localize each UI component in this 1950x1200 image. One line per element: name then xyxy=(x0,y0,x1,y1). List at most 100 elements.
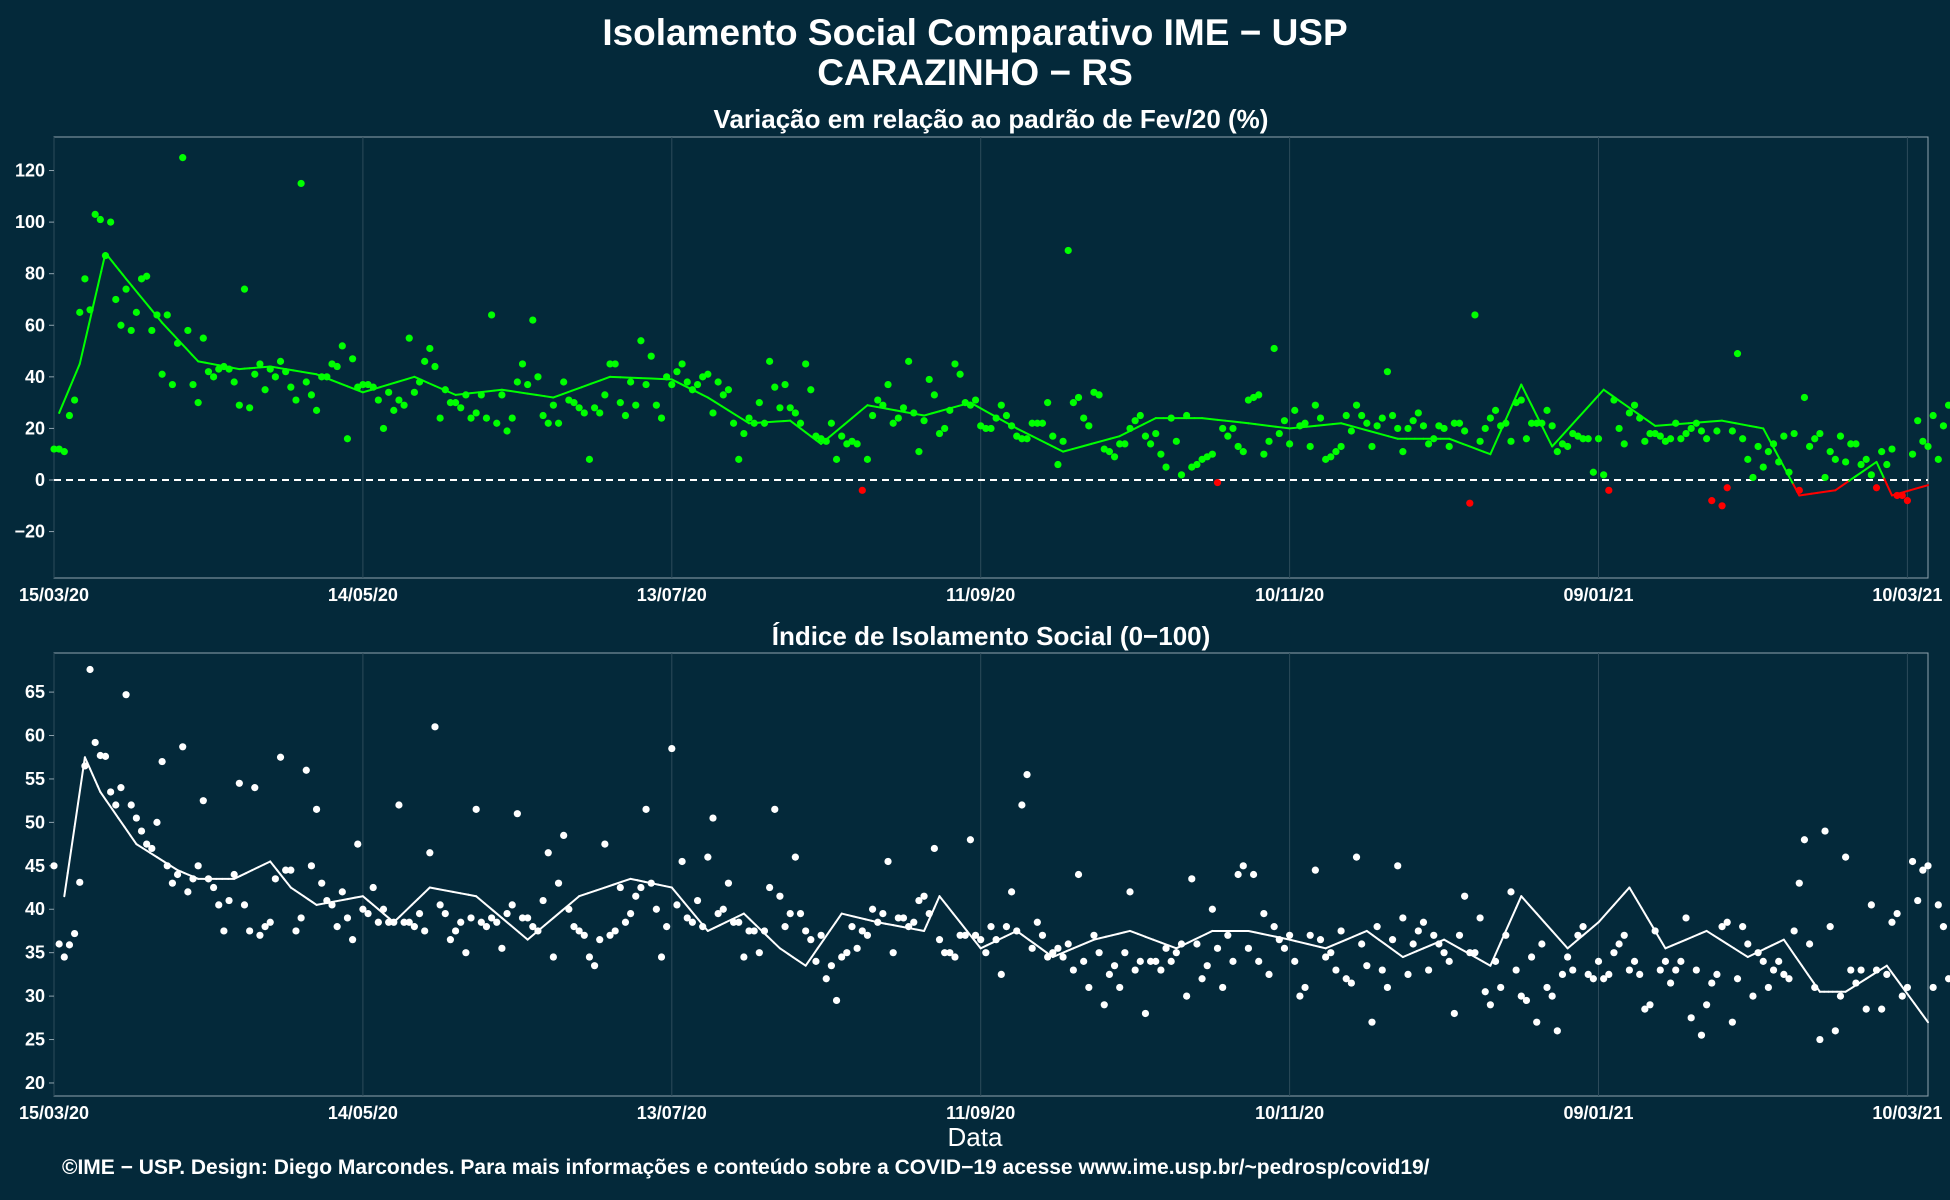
data-point xyxy=(899,914,908,922)
data-point xyxy=(292,396,300,404)
data-point xyxy=(971,931,980,939)
data-point xyxy=(410,923,418,931)
trend-line-segment xyxy=(1628,886,1637,899)
x-tick-label: 09/01/21 xyxy=(1563,1103,1633,1123)
trend-line-segment xyxy=(142,847,152,854)
trend-line-segment xyxy=(810,947,819,959)
trend-line-segment xyxy=(804,956,813,967)
data-point xyxy=(1260,909,1268,918)
data-point xyxy=(894,414,902,422)
trend-line-segment xyxy=(1585,398,1597,410)
trend-line-segment xyxy=(387,916,395,924)
data-point xyxy=(385,388,393,396)
data-point xyxy=(1162,944,1170,952)
data-point xyxy=(663,923,671,931)
trend-line-segment xyxy=(1872,969,1881,976)
trend-line-segment xyxy=(706,927,715,932)
trend-line-segment xyxy=(866,404,878,408)
trend-line-segment xyxy=(239,872,248,877)
data-point xyxy=(1481,988,1489,996)
data-point xyxy=(76,308,84,316)
data-point xyxy=(1939,422,1948,430)
data-point xyxy=(70,396,79,404)
trend-line-segment xyxy=(1489,953,1497,967)
trend-line-segment xyxy=(1691,932,1701,938)
data-point xyxy=(1620,440,1628,448)
trend-line-segment xyxy=(938,895,948,906)
data-point xyxy=(1141,432,1150,440)
trend-line-segment xyxy=(1080,442,1093,448)
trend-line-segment xyxy=(713,400,723,408)
trend-line-segment xyxy=(422,886,431,895)
trend-line-segment xyxy=(1645,418,1657,427)
data-point xyxy=(1239,862,1247,870)
trend-line-segment xyxy=(1582,929,1590,937)
data-point xyxy=(1780,970,1788,978)
data-point xyxy=(977,936,985,944)
trend-line-segment xyxy=(1782,938,1791,950)
trend-line-segment xyxy=(485,389,496,393)
data-point xyxy=(1059,953,1067,961)
trend-line-segment xyxy=(1181,941,1190,947)
trend-line-segment xyxy=(535,924,546,934)
data-point xyxy=(1358,411,1366,420)
data-point xyxy=(302,378,310,386)
data-point xyxy=(1275,429,1283,438)
data-point xyxy=(163,311,171,319)
data-point xyxy=(271,875,279,883)
trend-line-segment xyxy=(1788,947,1797,959)
data-point xyxy=(647,352,655,360)
data-point xyxy=(1564,953,1572,961)
trend-line-segment xyxy=(1726,942,1736,950)
trend-line-segment xyxy=(1466,951,1476,959)
data-point xyxy=(1054,460,1062,469)
trend-line-segment xyxy=(1116,931,1125,935)
data-point xyxy=(1337,442,1345,451)
data-point xyxy=(853,440,861,448)
trend-line-segment xyxy=(125,277,134,288)
data-point xyxy=(796,419,805,427)
trend-line-segment xyxy=(1092,937,1101,941)
trend-line-segment xyxy=(1908,487,1917,492)
data-point xyxy=(1579,923,1587,931)
data-point xyxy=(1857,966,1865,974)
data-point xyxy=(616,883,624,892)
trend-line-segment xyxy=(694,915,703,925)
data-point xyxy=(951,360,959,368)
trend-line-segment xyxy=(952,912,962,924)
data-point xyxy=(735,918,743,926)
trend-line-segment xyxy=(1422,944,1432,950)
data-point xyxy=(518,914,527,922)
data-point xyxy=(1682,914,1690,922)
trend-line-segment xyxy=(727,409,737,416)
data-point xyxy=(1476,437,1484,445)
data-point xyxy=(1739,923,1747,931)
data-point xyxy=(709,814,717,822)
trend-line-segment xyxy=(992,414,1003,421)
trend-line-segment xyxy=(323,376,334,382)
trend-line-segment xyxy=(1664,944,1674,950)
trend-line-segment xyxy=(70,825,76,851)
trend-line-segment xyxy=(1885,964,1895,977)
data-point xyxy=(1517,992,1525,1000)
data-point xyxy=(616,399,624,407)
data-point xyxy=(1759,957,1767,965)
trend-line-segment xyxy=(167,328,176,337)
trend-line-segment xyxy=(143,299,152,310)
x-tick-label: 13/07/20 xyxy=(637,585,707,605)
data-point xyxy=(1543,406,1551,414)
data-point xyxy=(1739,435,1747,443)
data-point xyxy=(724,386,733,394)
data-point xyxy=(472,409,480,417)
trend-line-segment xyxy=(1515,895,1523,909)
data-point xyxy=(1136,411,1144,420)
data-point xyxy=(925,375,933,384)
trend-line-segment xyxy=(1027,938,1036,945)
data-point xyxy=(122,285,130,293)
data-point xyxy=(544,419,552,427)
data-point xyxy=(50,862,58,870)
trend-line-segment xyxy=(804,431,812,438)
x-tick-label: 13/07/20 xyxy=(637,1103,707,1123)
trend-line-segment xyxy=(1065,947,1075,953)
data-point xyxy=(1018,801,1026,809)
